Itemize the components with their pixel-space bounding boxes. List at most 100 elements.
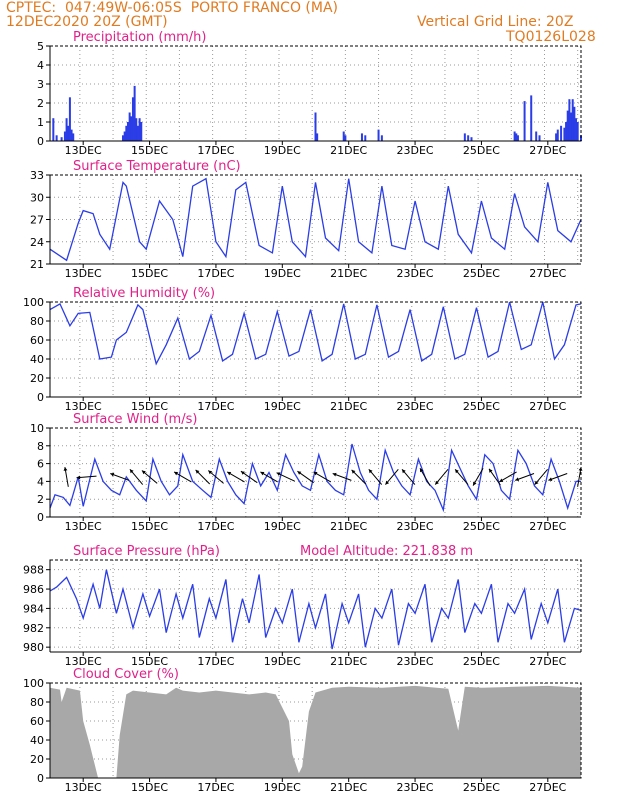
panel-title: Surface Pressure (hPa) [73, 544, 220, 559]
wind-arrow-head [260, 471, 265, 476]
model-altitude-label: Model Altitude: 221.838 m [300, 544, 473, 559]
x-tick-label: 13DEC [65, 144, 102, 157]
x-tick-label: 23DEC [397, 655, 434, 668]
y-tick-label: 2 [37, 493, 44, 506]
precip-bar [530, 95, 533, 141]
precip-bar [360, 133, 363, 141]
x-tick-label: 13DEC [65, 781, 102, 794]
precip-bar [133, 85, 136, 141]
x-tick-label: 25DEC [463, 520, 500, 533]
y-tick-label: 10 [30, 422, 44, 435]
x-tick-label: 25DEC [463, 144, 500, 157]
precip-bar [140, 122, 143, 141]
x-tick-label: 13DEC [65, 655, 102, 668]
wind-arrow-head [174, 471, 179, 476]
x-tick-label: 23DEC [397, 520, 434, 533]
y-tick-label: 80 [30, 696, 44, 709]
precip-bar [565, 122, 568, 141]
x-tick-label: 25DEC [463, 655, 500, 668]
x-tick-label: 27DEC [529, 144, 566, 157]
x-tick-label: 27DEC [529, 655, 566, 668]
precip-bar [566, 110, 569, 141]
x-tick-label: 27DEC [529, 267, 566, 280]
panel-1 [46, 45, 582, 145]
x-tick-label: 21DEC [330, 267, 367, 280]
wind-arrow-head [332, 472, 337, 477]
wind-arrow-head [240, 471, 245, 475]
panel-3 [46, 301, 582, 401]
precip-bar [135, 118, 138, 141]
precip-bar [470, 137, 473, 141]
precip-bar [556, 129, 559, 141]
y-tick-label: 100 [23, 677, 44, 690]
x-tick-label: 19DEC [264, 144, 301, 157]
x-tick-label: 15DEC [131, 267, 168, 280]
panel-5 [46, 559, 582, 656]
panel-title: Relative Humidity (%) [73, 286, 215, 301]
panel-title: Surface Temperature (nC) [73, 159, 241, 174]
precip-bar [130, 116, 133, 141]
precip-bar [131, 97, 134, 141]
precip-bar [123, 131, 126, 141]
wind-arrow-head [313, 471, 318, 476]
precip-bar [576, 122, 579, 141]
precip-bar [314, 112, 317, 141]
header-model-code: TQ0126L028 [506, 29, 596, 45]
cloud-cover-area [50, 685, 581, 778]
x-tick-label: 17DEC [197, 781, 234, 794]
x-tick-label: 19DEC [264, 655, 301, 668]
x-tick-label: 23DEC [397, 144, 434, 157]
x-tick-label: 19DEC [264, 520, 301, 533]
precip-bar [122, 135, 125, 141]
y-tick-label: 0 [37, 391, 44, 404]
precip-bar [523, 101, 526, 141]
precip-bar [68, 97, 71, 141]
y-tick-label: 0 [37, 772, 44, 785]
y-tick-label: 0 [37, 511, 44, 524]
x-tick-label: 17DEC [197, 520, 234, 533]
x-tick-label: 25DEC [463, 267, 500, 280]
series-line [49, 443, 581, 513]
wind-arrow-head [208, 470, 213, 475]
x-tick-label: 21DEC [330, 655, 367, 668]
precip-bar [316, 133, 319, 141]
y-tick-label: 984 [23, 602, 44, 615]
panel-4 [46, 427, 582, 521]
wind-arrow-head [435, 480, 439, 485]
precip-bar [70, 129, 73, 141]
y-tick-label: 982 [23, 622, 44, 635]
y-tick-label: 0 [37, 135, 44, 148]
precip-bar [60, 137, 63, 141]
x-tick-label: 21DEC [330, 400, 367, 413]
precip-bar [467, 135, 470, 141]
wind-arrow-head [455, 469, 459, 474]
precip-bar [52, 118, 55, 141]
y-tick-label: 8 [37, 440, 44, 453]
precip-bar [55, 135, 58, 141]
precip-bar [380, 135, 383, 141]
wind-arrow-head [195, 469, 200, 474]
plot-frame [49, 301, 582, 398]
y-tick-label: 100 [23, 296, 44, 309]
precip-bar [364, 135, 367, 141]
x-tick-label: 15DEC [131, 781, 168, 794]
x-tick-label: 27DEC [529, 520, 566, 533]
x-tick-label: 19DEC [264, 781, 301, 794]
x-tick-label: 25DEC [463, 781, 500, 794]
precip-bar [575, 118, 578, 141]
precip-bar [515, 133, 518, 141]
precip-bar [513, 131, 516, 141]
header-station: CPTEC: 047:49W-06:05S PORTO FRANCO (MA) [6, 0, 339, 16]
series-line [49, 569, 582, 650]
precip-bar [136, 125, 139, 141]
precip-bar [63, 131, 66, 141]
precip-bar [516, 135, 519, 141]
y-tick-label: 60 [30, 715, 44, 728]
wind-arrow-head [129, 469, 134, 474]
x-tick-label: 15DEC [131, 144, 168, 157]
precip-bar [563, 127, 566, 141]
precip-bar [65, 118, 68, 141]
y-tick-label: 20 [30, 753, 44, 766]
